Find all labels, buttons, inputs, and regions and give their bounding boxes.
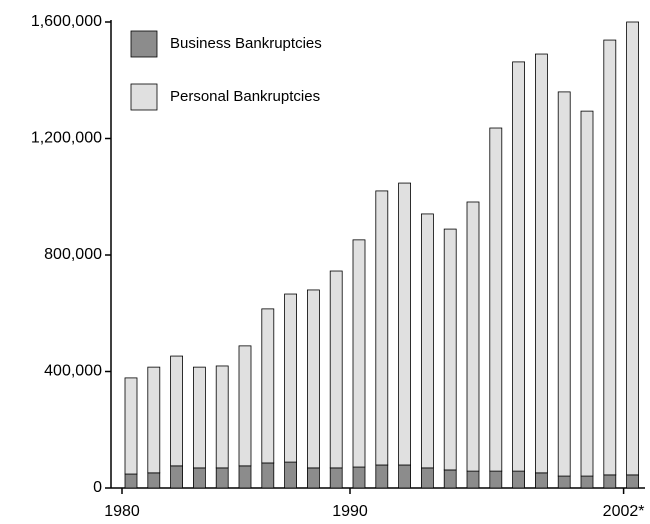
bar-segment: [306, 289, 320, 469]
bar-segment: [557, 475, 571, 489]
bar-segment: [420, 467, 434, 489]
bar-segment: [626, 474, 639, 489]
bar-segment: [443, 228, 457, 471]
bar-segment: [215, 467, 229, 489]
bar-segment: [512, 470, 525, 489]
bar-segment: [580, 110, 594, 477]
bar-segment: [124, 377, 138, 475]
bar-segment: [238, 345, 252, 467]
bar-segment: [192, 366, 206, 469]
legend-label: Business Bankruptcies: [170, 35, 322, 52]
x-tick-label: 1990: [332, 503, 368, 520]
bar-segment: [238, 465, 252, 489]
bar-segment: [603, 474, 617, 489]
bar-segment: [512, 61, 525, 472]
y-tick-label: 1,600,000: [31, 13, 102, 30]
bar-segment: [329, 467, 343, 489]
legend-swatch: [130, 30, 158, 58]
bar-segment: [192, 467, 206, 489]
y-tick-label: 1,200,000: [31, 130, 102, 147]
bar-segment: [329, 270, 343, 469]
bar-segment: [489, 470, 503, 489]
bar-segment: [420, 213, 434, 469]
y-tick-label: 0: [93, 479, 102, 496]
bar-segment: [170, 355, 184, 467]
y-tick-label: 400,000: [44, 363, 102, 380]
bar-segment: [557, 91, 571, 477]
x-tick-label: 1980: [104, 503, 140, 520]
bar-segment: [443, 469, 457, 489]
bar-segment: [352, 466, 366, 489]
bar-segment: [603, 39, 617, 476]
bar-segment: [284, 293, 298, 463]
bar-segment: [261, 462, 275, 489]
bar-segment: [261, 308, 275, 464]
bar-segment: [626, 21, 639, 476]
legend-label: Personal Bankruptcies: [170, 88, 320, 105]
bar-segment: [147, 366, 161, 474]
legend-swatch: [130, 83, 158, 111]
bar-segment: [398, 182, 412, 466]
y-tick-label: 800,000: [44, 246, 102, 263]
bar-segment: [215, 365, 229, 469]
bar-segment: [306, 467, 320, 489]
bar-segment: [352, 239, 366, 468]
bar-segment: [147, 472, 161, 489]
bar-segment: [284, 461, 298, 489]
bar-segment: [375, 464, 389, 489]
bar-segment: [466, 470, 480, 489]
bar-segment: [466, 201, 480, 472]
x-tick-label: 2002*: [603, 503, 645, 520]
bar-segment: [489, 127, 503, 472]
bar-segment: [398, 464, 412, 489]
bar-segment: [375, 190, 389, 466]
bar-segment: [535, 53, 548, 474]
bar-segment: [535, 472, 548, 489]
bar-segment: [580, 475, 594, 489]
bar-segment: [170, 465, 184, 489]
bar-segment: [124, 473, 138, 489]
